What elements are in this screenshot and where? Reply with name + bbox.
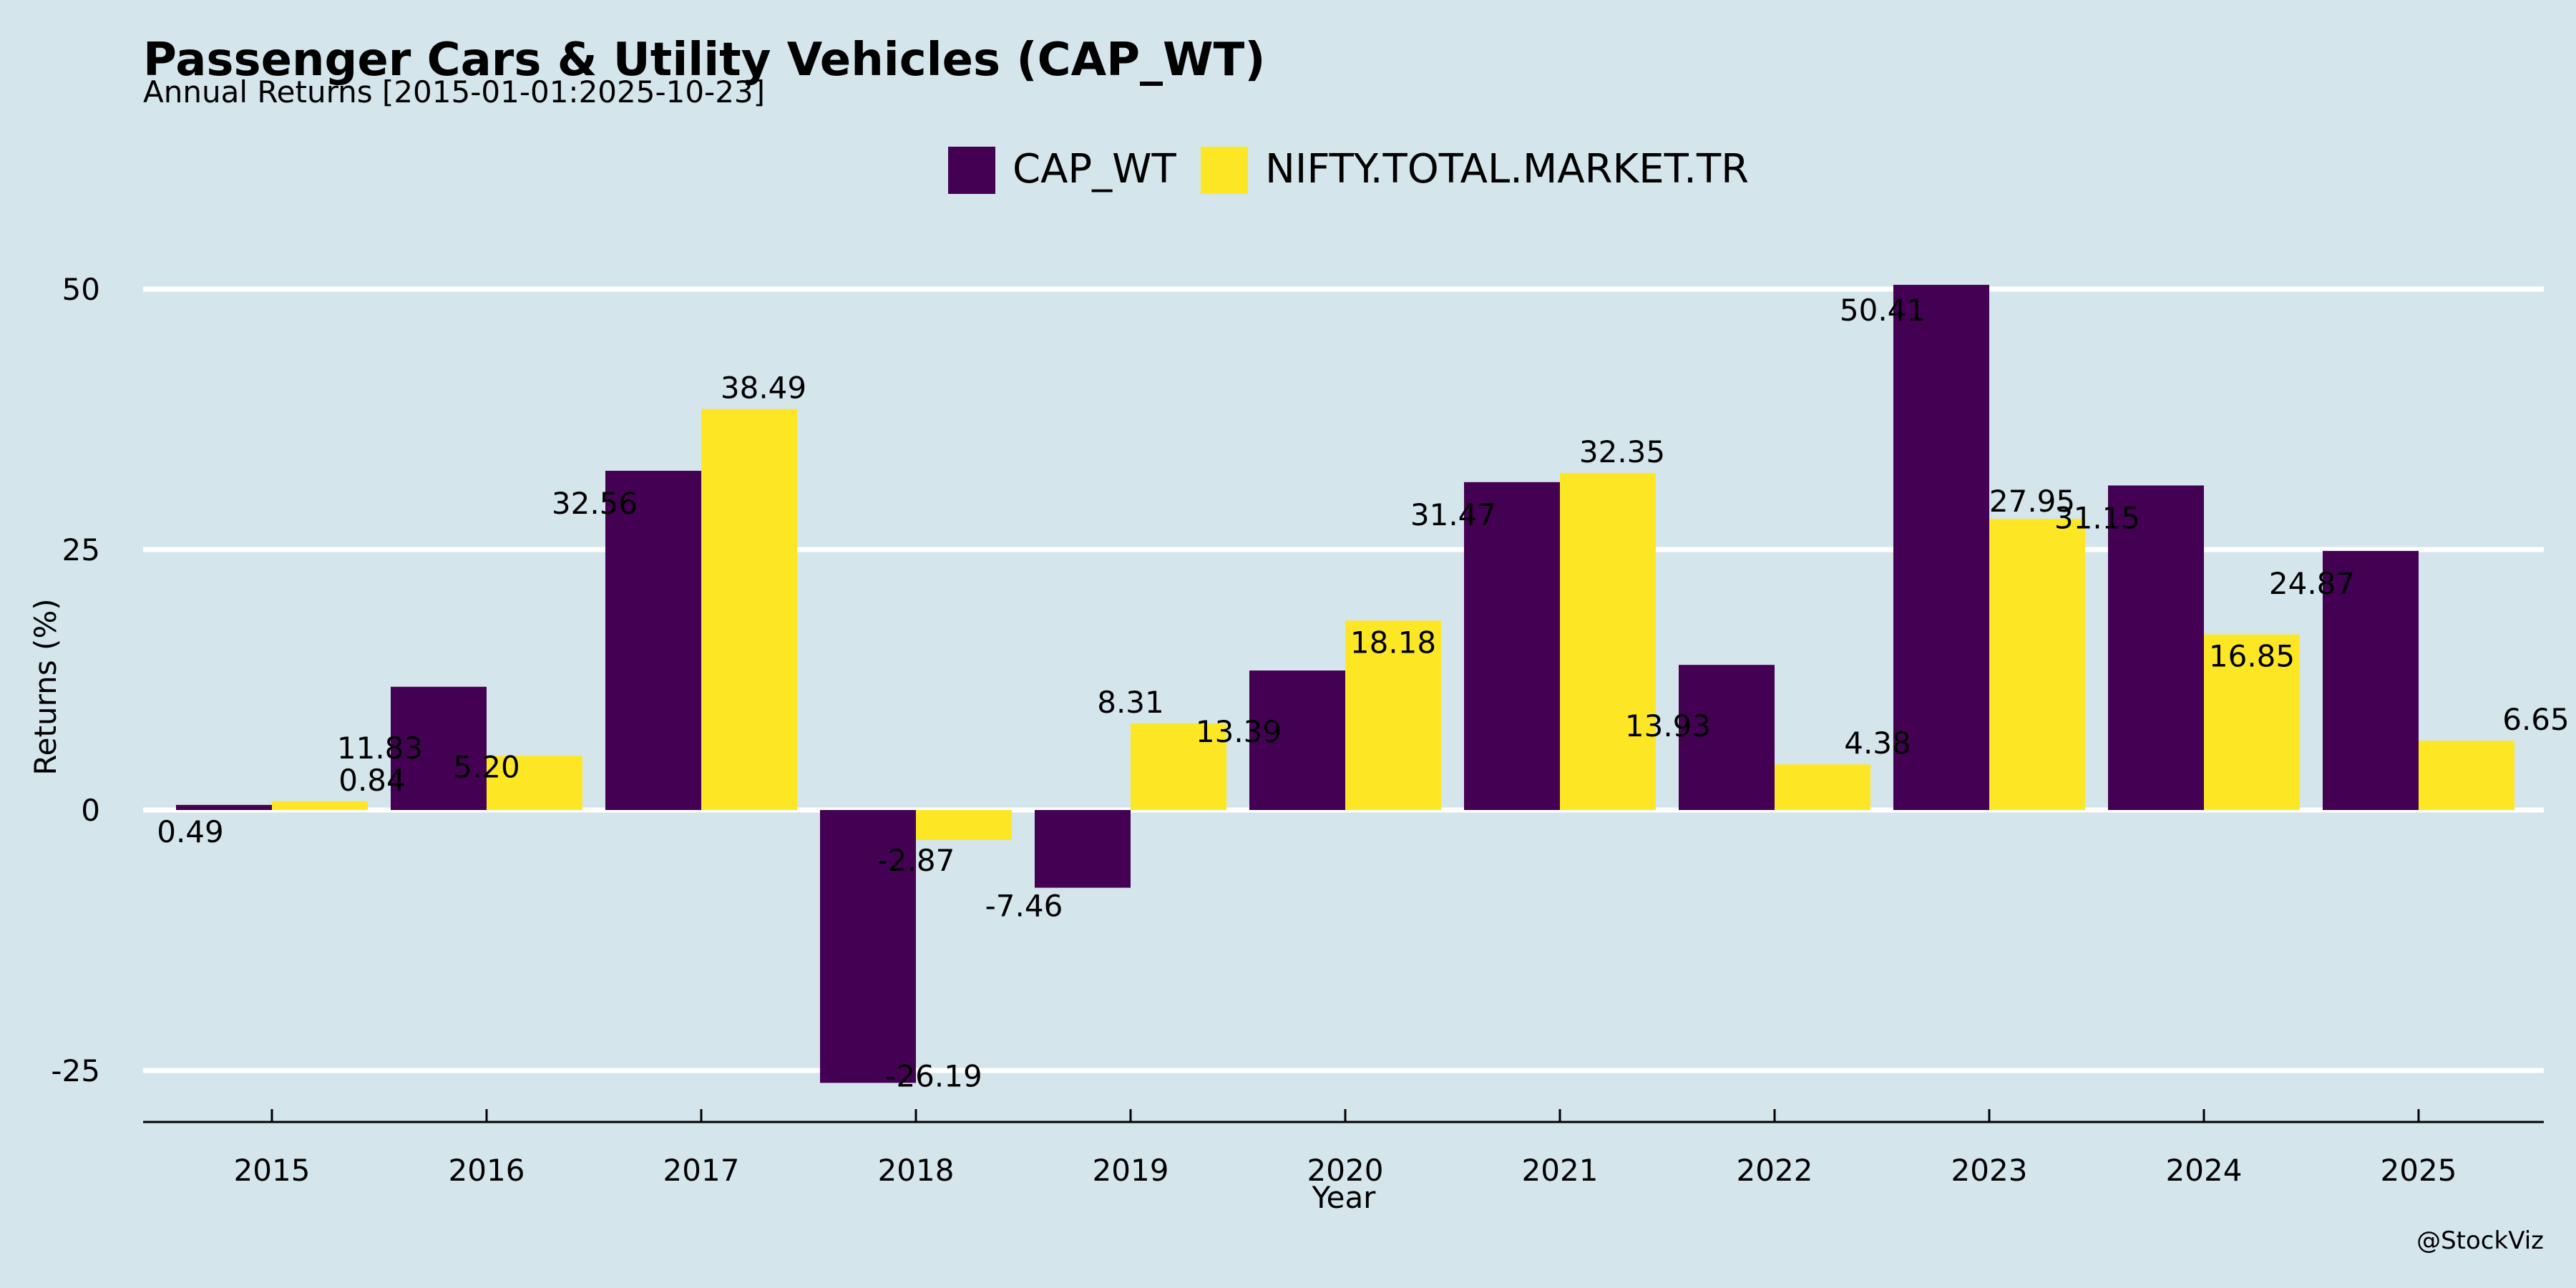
legend-label: NIFTY.TOTAL.MARKET.TR xyxy=(1265,146,1749,192)
legend-swatch xyxy=(948,147,995,194)
bar-NIFTY.TOTAL.MARKET.TR-2019 xyxy=(1131,723,1226,810)
y-tick-label: -25 xyxy=(51,1053,100,1088)
data-label-CAP_WT-2018: -26.19 xyxy=(885,1058,982,1093)
x-tick-label: 2018 xyxy=(878,1153,955,1188)
data-label-NIFTY.TOTAL.MARKET.TR-2024: 16.85 xyxy=(2209,639,2295,674)
x-tick-label: 2020 xyxy=(1307,1153,1384,1188)
bar-NIFTY.TOTAL.MARKET.TR-2024 xyxy=(2204,634,2300,810)
bar-NIFTY.TOTAL.MARKET.TR-2018 xyxy=(916,810,1012,840)
legend-label: CAP_WT xyxy=(1013,146,1177,192)
x-tick-label: 2021 xyxy=(1522,1153,1599,1188)
chart-subtitle: Annual Returns [2015-01-01:2025-10-23] xyxy=(143,74,765,109)
bar-NIFTY.TOTAL.MARKET.TR-2023 xyxy=(1989,519,2085,810)
data-label-NIFTY.TOTAL.MARKET.TR-2022: 4.38 xyxy=(1844,726,1911,761)
data-label-CAP_WT-2023: 50.41 xyxy=(1840,293,1926,328)
bar-NIFTY.TOTAL.MARKET.TR-2020 xyxy=(1345,620,1441,810)
bar-CAP_WT-2023 xyxy=(1893,285,1989,810)
bar-NIFTY.TOTAL.MARKET.TR-2021 xyxy=(1560,472,1656,810)
x-tick-label: 2015 xyxy=(234,1153,311,1188)
bar-CAP_WT-2021 xyxy=(1464,482,1560,810)
data-label-CAP_WT-2016: 11.83 xyxy=(337,731,423,766)
data-label-NIFTY.TOTAL.MARKET.TR-2015: 0.84 xyxy=(338,763,406,798)
bar-CAP_WT-2018 xyxy=(820,810,916,1083)
data-label-NIFTY.TOTAL.MARKET.TR-2023: 27.95 xyxy=(1989,484,2075,519)
data-label-NIFTY.TOTAL.MARKET.TR-2025: 6.65 xyxy=(2502,702,2570,737)
data-label-CAP_WT-2024: 31.15 xyxy=(2054,500,2140,535)
data-label-CAP_WT-2022: 13.93 xyxy=(1625,708,1711,743)
x-tick-label: 2023 xyxy=(1951,1153,2028,1188)
bar-NIFTY.TOTAL.MARKET.TR-2016 xyxy=(487,756,582,810)
data-label-NIFTY.TOTAL.MARKET.TR-2018: -2.87 xyxy=(877,843,955,878)
x-axis: 2015 2016 2017 2018 2019 2020 2021 2022 2023 2024… xyxy=(143,1109,2544,1188)
y-tick-label: 25 xyxy=(62,532,100,567)
x-tick-label: 2025 xyxy=(2381,1153,2457,1188)
legend-swatch xyxy=(1201,147,1248,194)
bar-CAP_WT-2022 xyxy=(1679,665,1775,810)
y-tick-label: 50 xyxy=(62,272,100,307)
y-axis-label: Returns (%) xyxy=(28,598,63,775)
data-label-NIFTY.TOTAL.MARKET.TR-2021: 32.35 xyxy=(1579,434,1665,469)
data-label-CAP_WT-2015: 0.49 xyxy=(157,814,224,849)
bar-NIFTY.TOTAL.MARKET.TR-2017 xyxy=(701,409,797,810)
bar-NIFTY.TOTAL.MARKET.TR-2022 xyxy=(1775,764,1870,810)
data-label-CAP_WT-2017: 32.56 xyxy=(552,486,638,521)
x-axis-label: Year xyxy=(1312,1180,1377,1215)
x-tick-label: 2019 xyxy=(1093,1153,1169,1188)
bar-CAP_WT-2019 xyxy=(1035,810,1131,888)
bar-CAP_WT-2024 xyxy=(2108,485,2204,810)
bar-CAP_WT-2017 xyxy=(605,470,701,810)
x-tick-label: 2017 xyxy=(663,1153,740,1188)
data-label-CAP_WT-2020: 13.39 xyxy=(1196,714,1282,749)
y-tick-label: 0 xyxy=(81,793,100,828)
data-label-NIFTY.TOTAL.MARKET.TR-2017: 38.49 xyxy=(721,371,806,406)
bar-CAP_WT-2015 xyxy=(176,804,272,810)
data-label-NIFTY.TOTAL.MARKET.TR-2019: 8.31 xyxy=(1097,685,1164,720)
legend: CAP_WT NIFTY.TOTAL.MARKET.TR xyxy=(948,146,1749,194)
bar-NIFTY.TOTAL.MARKET.TR-2025 xyxy=(2419,741,2514,810)
x-tick-label: 2022 xyxy=(1737,1153,1813,1188)
x-tick-label: 2016 xyxy=(449,1153,525,1188)
data-label-CAP_WT-2025: 24.87 xyxy=(2269,566,2355,601)
y-axis-ticks: -25 0 25 50 xyxy=(51,272,100,1088)
chart-title: Passenger Cars & Utility Vehicles (CAP_W… xyxy=(143,34,1266,87)
data-label-CAP_WT-2021: 31.47 xyxy=(1410,497,1496,532)
data-label-NIFTY.TOTAL.MARKET.TR-2016: 5.20 xyxy=(453,749,520,784)
bar-CAP_WT-2020 xyxy=(1249,670,1345,810)
bar-CAP_WT-2016 xyxy=(391,686,487,810)
data-label-NIFTY.TOTAL.MARKET.TR-2020: 18.18 xyxy=(1350,625,1436,660)
x-tick-label: 2024 xyxy=(2166,1153,2243,1188)
data-label-CAP_WT-2019: -7.46 xyxy=(985,889,1063,924)
credit-text: @StockViz xyxy=(2416,1226,2544,1255)
bars xyxy=(176,285,2514,1083)
bar-CAP_WT-2025 xyxy=(2323,550,2419,810)
bar-NIFTY.TOTAL.MARKET.TR-2015 xyxy=(272,801,368,810)
